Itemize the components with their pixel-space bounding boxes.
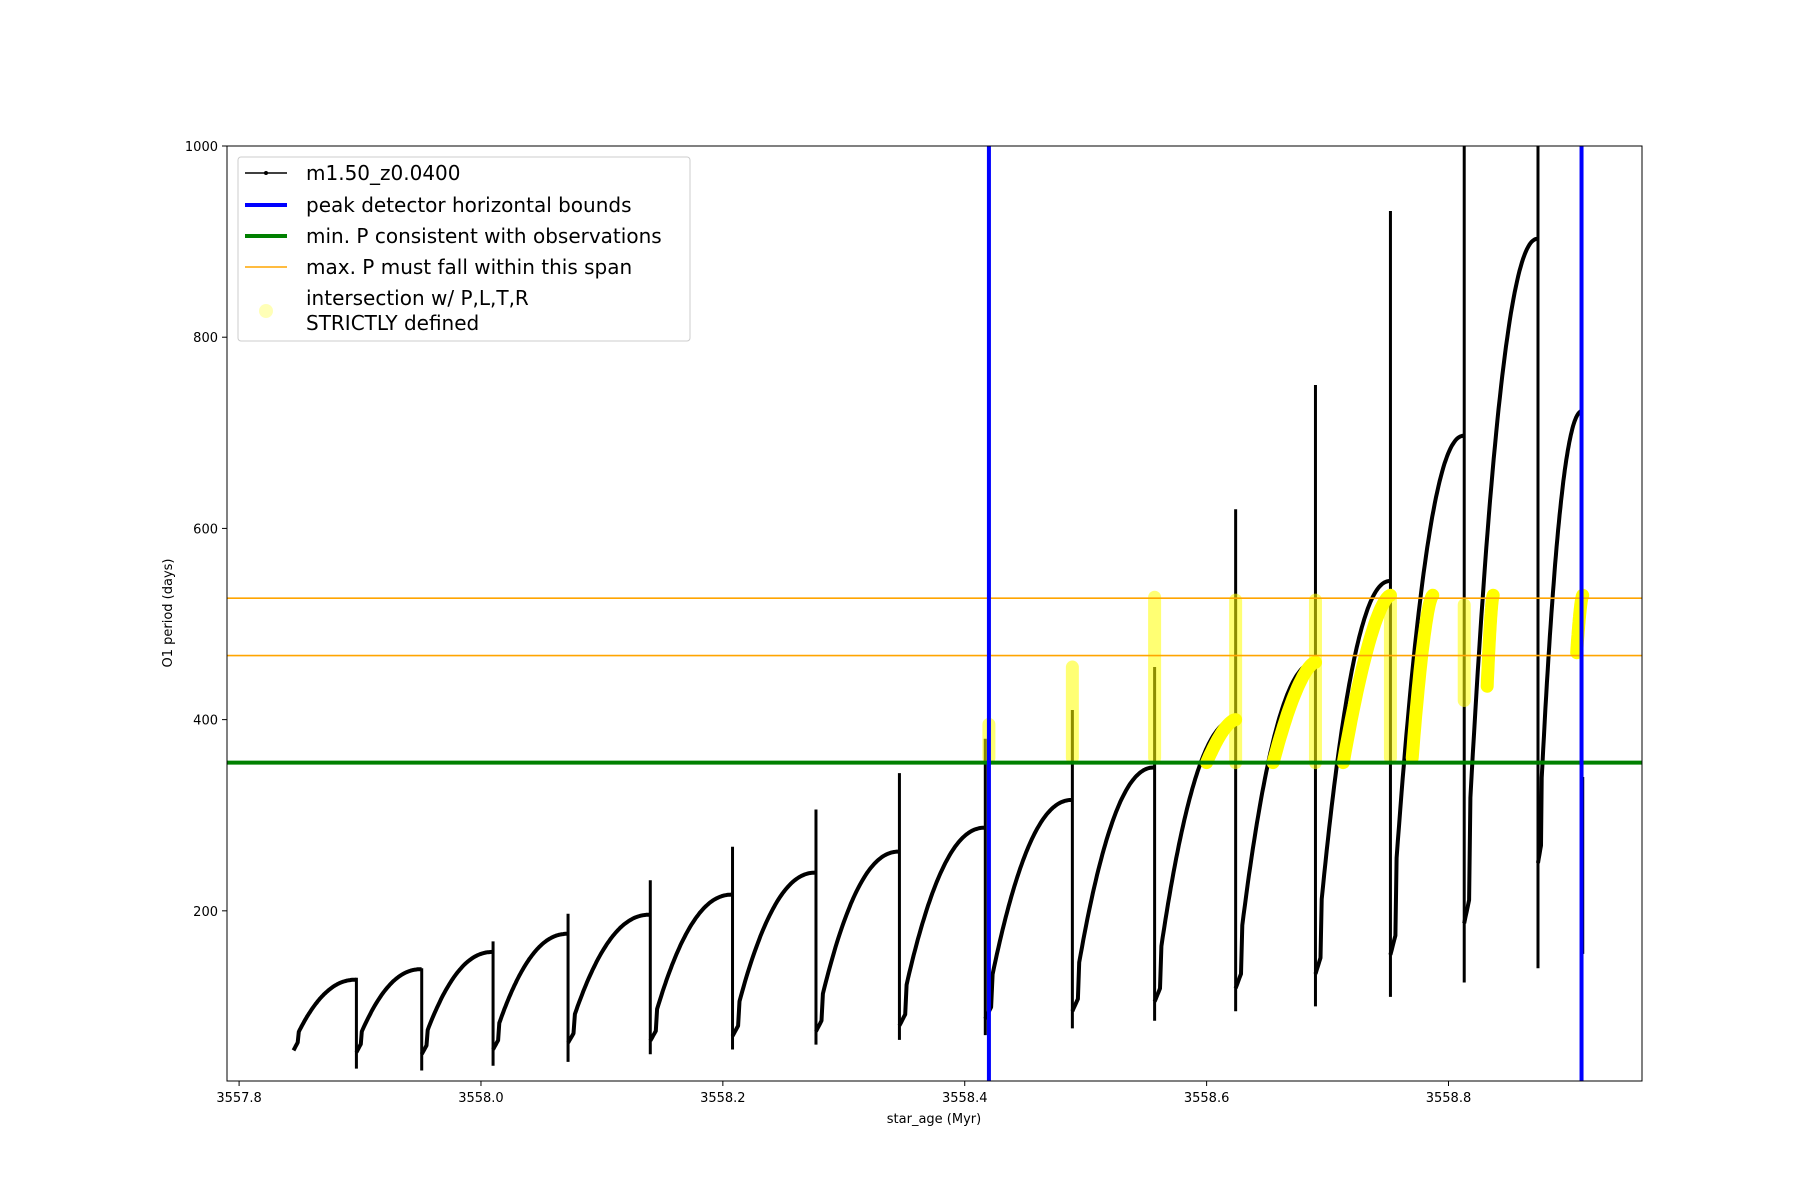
legend-item-series: m1.50_z0.0400 [245, 161, 461, 185]
series-cycle [354, 967, 423, 1054]
legend-item-blue-bounds: peak detector horizontal bounds [245, 193, 632, 217]
legend-label-blue: peak detector horizontal bounds [306, 193, 632, 217]
x-tick-label: 3558.4 [942, 1091, 988, 1106]
series-cycle [897, 825, 986, 1027]
series-cycle [648, 892, 734, 1042]
y-tick-label: 600 [193, 522, 218, 537]
y-tick-label: 1000 [185, 140, 218, 155]
legend-label-yellow-line1: intersection w/ P,L,T,R [306, 286, 529, 310]
legend-frame [237, 156, 691, 342]
y-tick-label: 800 [193, 331, 218, 346]
series-cycle [1070, 765, 1156, 1012]
legend: m1.50_z0.0400 peak detector horizontal b… [237, 156, 691, 342]
x-tick-label: 3558.0 [458, 1091, 504, 1106]
series-cycle [291, 977, 358, 1052]
reference-lines [227, 146, 1642, 1081]
intersection-highlight [1336, 588, 1397, 770]
series-cycle [1536, 408, 1584, 864]
series-cycle [1462, 236, 1539, 924]
y-axis-ticks: 200 400 600 800 1000 [185, 140, 227, 920]
x-tick-label: 3557.8 [216, 1091, 262, 1106]
series-cycle [983, 797, 1073, 1020]
series-cycle [1388, 433, 1465, 956]
x-axis-title: star_age (Myr) [887, 1112, 981, 1127]
legend-label-series: m1.50_z0.0400 [306, 161, 461, 185]
legend-marker-yellow [259, 304, 273, 318]
x-tick-label: 3558.8 [1426, 1091, 1472, 1106]
intersection-highlight [1480, 588, 1500, 693]
legend-label-yellow-line2: STRICTLY defined [306, 311, 479, 335]
series-cycle [491, 931, 569, 1051]
intersection-highlight [1405, 588, 1440, 765]
legend-item-intersection: intersection w/ P,L,T,R STRICTLY defined [259, 286, 529, 335]
y-tick-label: 400 [193, 714, 218, 729]
y-axis-title: O1 period (days) [161, 558, 176, 667]
series-cycle [419, 949, 494, 1056]
legend-item-orange-span: max. P must fall within this span [245, 255, 632, 279]
series-cycle [566, 912, 651, 1044]
series-cycle [730, 870, 817, 1038]
x-tick-label: 3558.2 [700, 1091, 746, 1106]
plot-area [227, 146, 1642, 1081]
legend-label-green: min. P consistent with observations [306, 224, 662, 248]
x-tick-label: 3558.6 [1184, 1091, 1230, 1106]
axes-frame [226, 145, 1643, 1082]
legend-marker-series [264, 171, 268, 175]
y-tick-label: 200 [193, 905, 218, 920]
intersection-highlight [1266, 655, 1322, 770]
series-cycle [814, 849, 900, 1033]
x-axis-ticks: 3557.8 3558.0 3558.2 3558.4 3558.6 3558.8 [216, 1081, 1471, 1106]
series-cycle [1313, 579, 1392, 975]
legend-label-orange: max. P must fall within this span [306, 255, 632, 279]
legend-item-green-min: min. P consistent with observations [245, 224, 662, 248]
